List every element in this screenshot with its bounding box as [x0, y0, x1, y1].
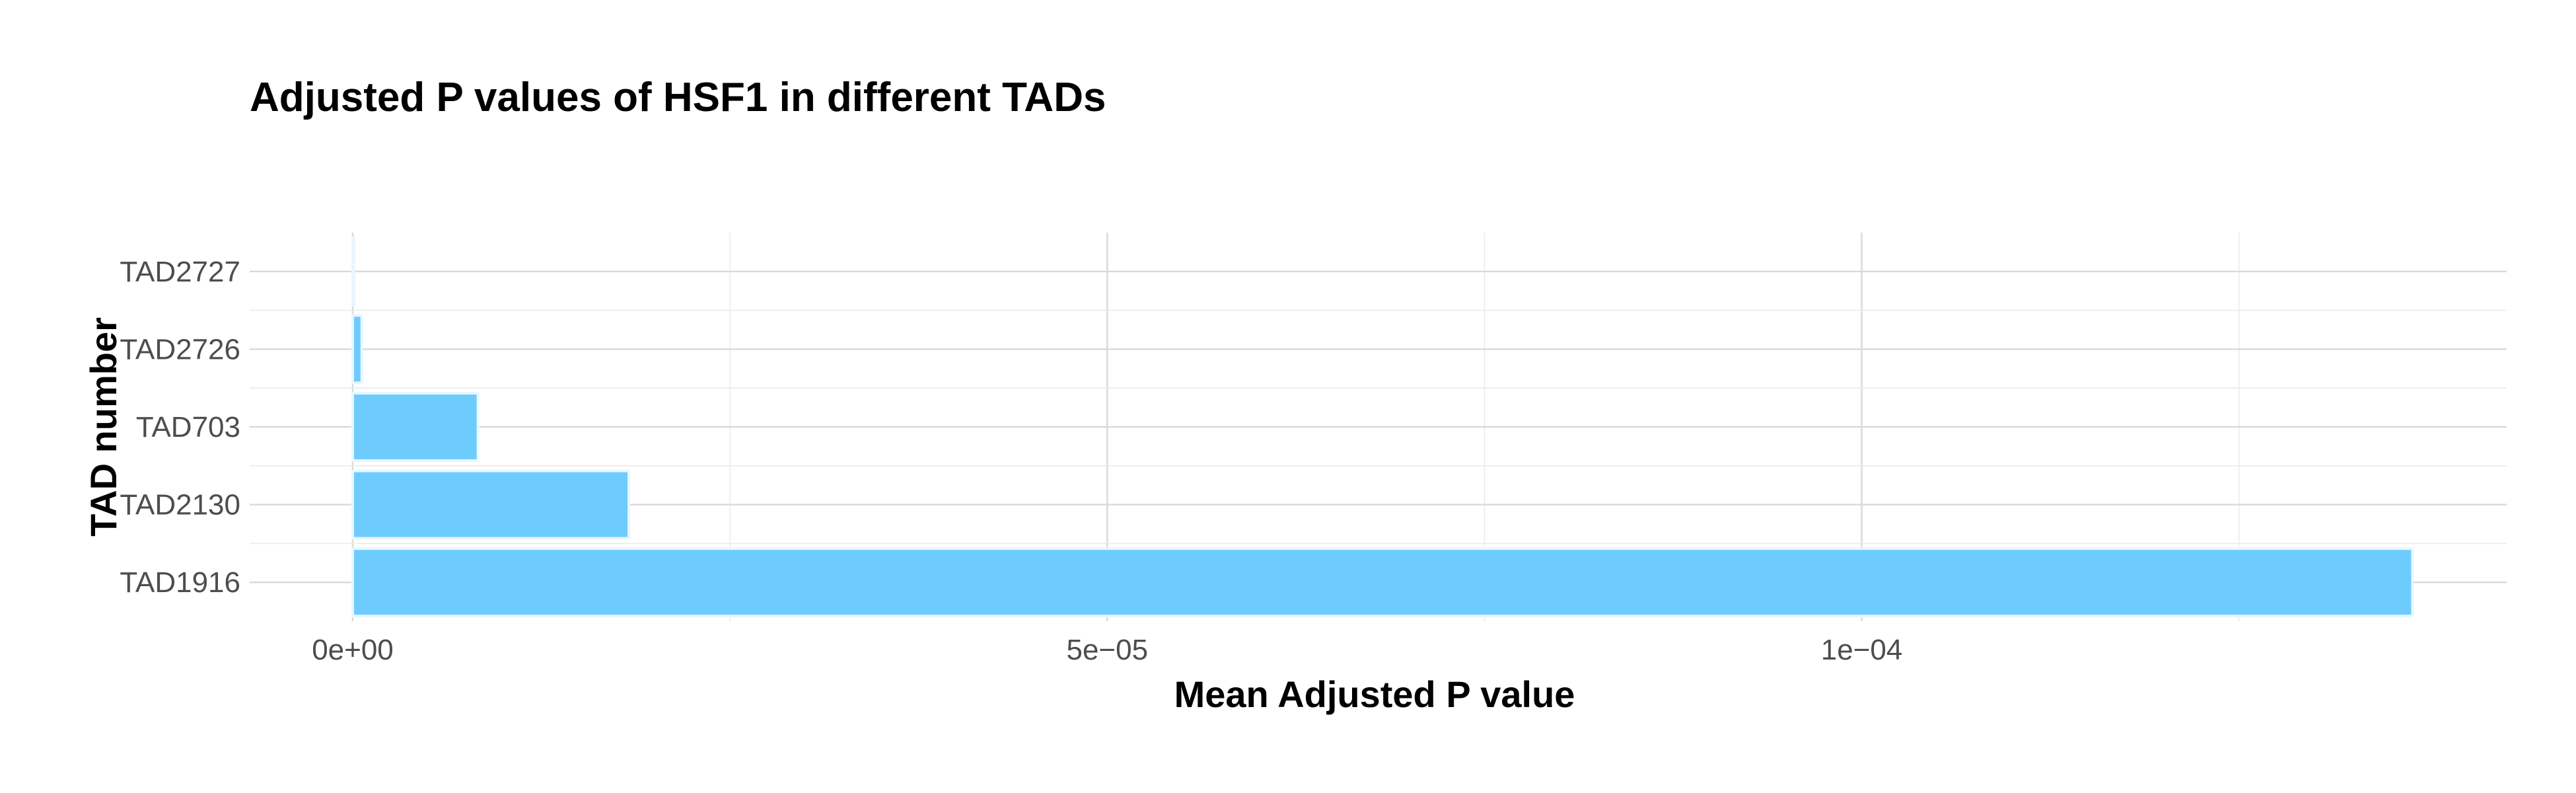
bars — [351, 236, 2414, 618]
y-tick-label: TAD2726 — [120, 333, 240, 365]
bar-tad703 — [351, 392, 480, 462]
x-axis-tick-labels: 0e+00 5e−05 1e−04 — [312, 634, 1902, 666]
grid-lines — [250, 233, 2507, 621]
y-tick-label: TAD2727 — [120, 256, 240, 288]
bar-tad2130 — [351, 469, 631, 540]
y-tick-label: TAD1916 — [120, 566, 240, 599]
y-axis-tick-labels: TAD1916 TAD2130 TAD703 TAD2726 TAD2727 — [120, 256, 240, 599]
bar-tad2726 — [351, 314, 363, 385]
y-tick-label: TAD703 — [136, 411, 240, 443]
bar-tad1916 — [351, 547, 2414, 618]
y-axis-title: TAD number — [83, 317, 124, 537]
x-tick-label: 5e−05 — [1066, 634, 1148, 666]
y-tick-label: TAD2130 — [120, 489, 240, 521]
bar-tad2727 — [351, 236, 355, 307]
x-axis-title: Mean Adjusted P value — [1174, 673, 1575, 715]
x-tick-label: 1e−04 — [1821, 634, 1903, 666]
x-tick-label: 0e+00 — [312, 634, 394, 666]
chart-title: Adjusted P values of HSF1 in different T… — [250, 75, 1106, 120]
